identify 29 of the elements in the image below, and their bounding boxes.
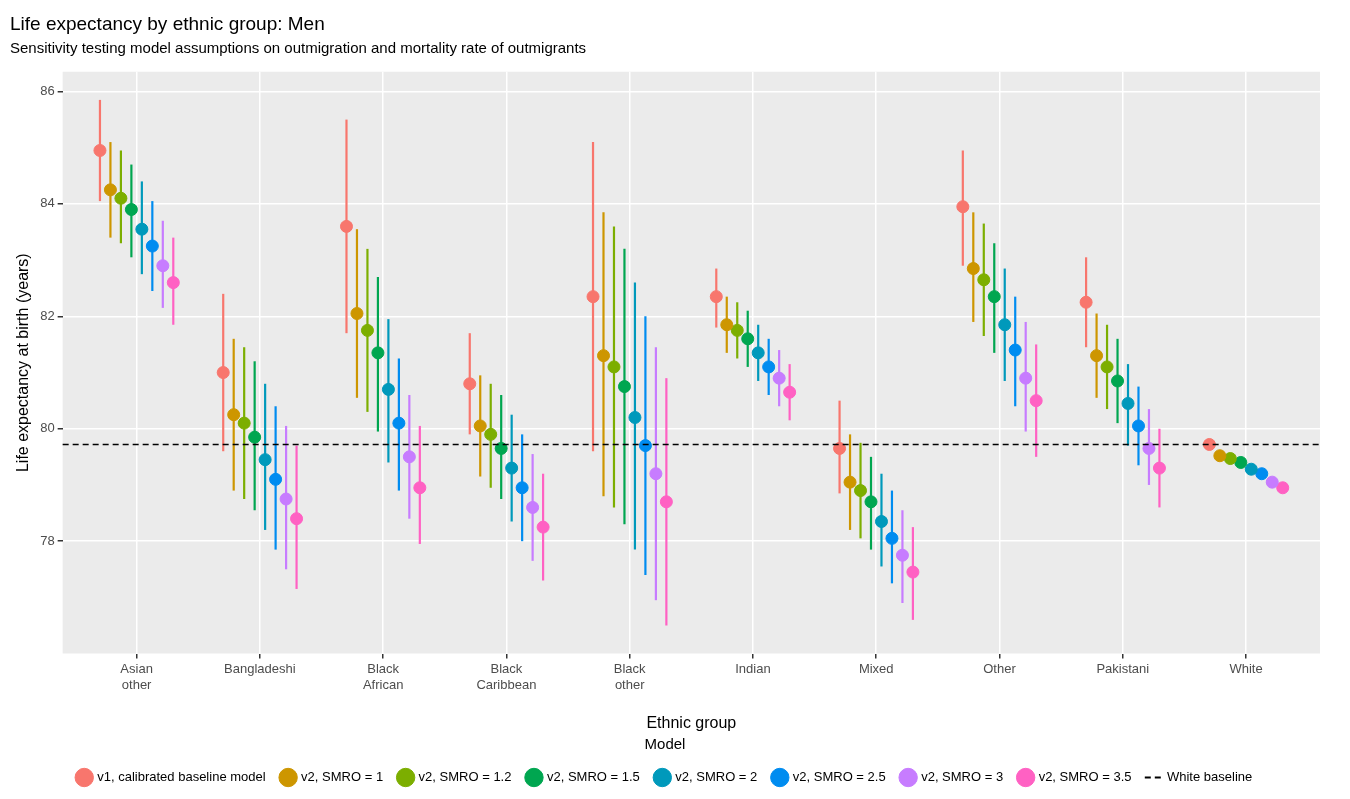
legend-label: v2, SMRO = 1.5 — [546, 769, 640, 785]
legend-label: v2, SMRO = 2 — [675, 769, 758, 785]
x-axis-title: Ethnic group — [646, 713, 737, 731]
x-tick-label: Indian — [735, 660, 771, 676]
x-tick-label: Bangladeshi — [224, 660, 296, 676]
legend-label: v2, SMRO = 3.5 — [1038, 769, 1132, 785]
legend-title: Model — [644, 734, 686, 752]
legend-label: v2, SMRO = 2.5 — [792, 769, 886, 785]
legend-label: v2, SMRO = 1.2 — [418, 769, 512, 785]
legend-label: v1, calibrated baseline model — [97, 769, 266, 785]
legend-label: White baseline — [1166, 769, 1253, 785]
x-tick-label: Pakistani — [1096, 660, 1150, 676]
x-tick-label: Asian other — [120, 660, 153, 692]
y-tick-label: 82 — [40, 307, 55, 323]
y-tick-label: 84 — [40, 195, 55, 211]
x-tick-label: Black Caribbean — [476, 660, 537, 692]
x-tick-label: Black African — [362, 660, 404, 692]
y-tick-label: 86 — [40, 83, 55, 99]
x-tick-label: White — [1229, 660, 1263, 676]
legend-label: v2, SMRO = 3 — [921, 769, 1004, 785]
x-tick-label: Black other — [613, 660, 647, 692]
chart-title: Life expectancy by ethnic group: Men — [10, 12, 325, 34]
y-tick-label: 80 — [40, 420, 55, 436]
x-tick-label: Other — [983, 660, 1017, 676]
legend-label: v2, SMRO = 1 — [301, 769, 384, 785]
y-tick-label: 78 — [40, 532, 55, 548]
x-tick-label: Mixed — [858, 660, 894, 676]
y-axis-title: Life expectancy at birth (years) — [14, 253, 32, 473]
chart-subtitle: Sensitivity testing model assumptions on outmigration and mortality rate of outmigrants — [10, 38, 587, 56]
